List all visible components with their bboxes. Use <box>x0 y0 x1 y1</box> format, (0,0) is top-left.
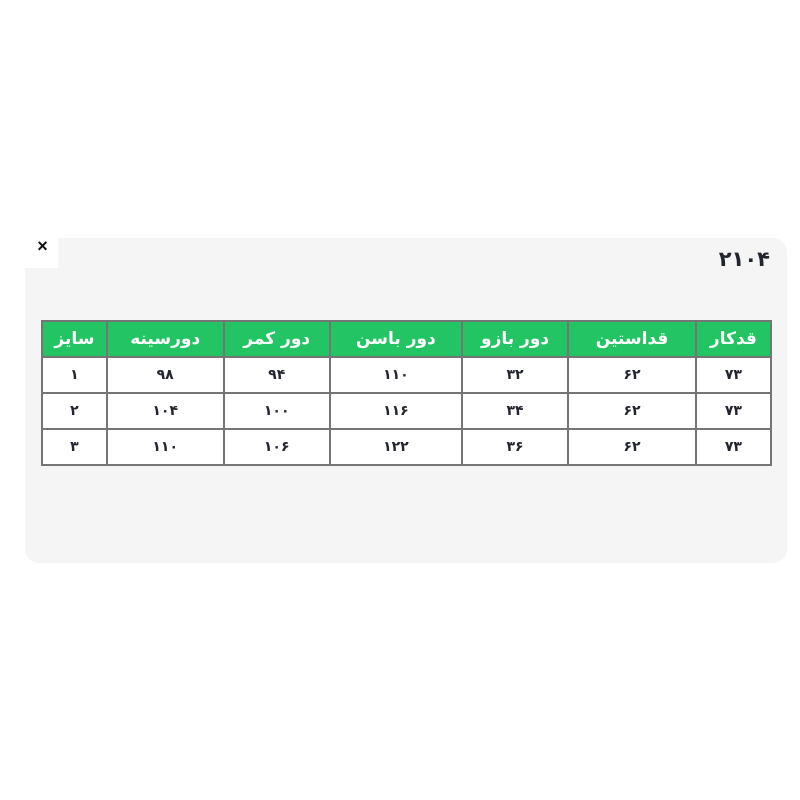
table-row: ۱ ۹۸ ۹۴ ۱۱۰ ۳۲ ۶۲ ۷۳ <box>41 356 773 394</box>
cell-chest: ۹۸ <box>105 356 225 394</box>
header-row: سایز دورسینه دور کمر دور باسن دور بازو ق… <box>41 320 773 358</box>
column-header-arm: دور بازو <box>460 320 570 358</box>
column-header-chest: دورسینه <box>105 320 225 358</box>
cell-chest: ۱۱۰ <box>105 428 225 466</box>
cell-arm: ۳۴ <box>460 392 570 430</box>
size-chart-table: سایز دورسینه دور کمر دور باسن دور بازو ق… <box>41 320 773 466</box>
cell-hip: ۱۲۲ <box>328 428 463 466</box>
cell-garment-length: ۷۳ <box>694 428 773 466</box>
cell-sleeve-length: ۶۲ <box>567 356 697 394</box>
cell-size: ۲ <box>41 392 108 430</box>
cell-sleeve-length: ۶۲ <box>567 428 697 466</box>
cell-waist: ۱۰۰ <box>222 392 331 430</box>
cell-hip: ۱۱۰ <box>328 356 463 394</box>
table-row: ۲ ۱۰۴ ۱۰۰ ۱۱۶ ۳۴ ۶۲ ۷۳ <box>41 392 773 430</box>
column-header-garment-length: قدکار <box>694 320 773 358</box>
cell-hip: ۱۱۶ <box>328 392 463 430</box>
cell-waist: ۹۴ <box>222 356 331 394</box>
cell-size: ۱ <box>41 356 108 394</box>
column-header-hip: دور باسن <box>328 320 463 358</box>
product-code: ۲۱۰۴ <box>718 247 770 271</box>
cell-garment-length: ۷۳ <box>694 392 773 430</box>
cell-sleeve-length: ۶۲ <box>567 392 697 430</box>
cell-waist: ۱۰۶ <box>222 428 331 466</box>
column-header-sleeve-length: قداستین <box>567 320 697 358</box>
column-header-size: سایز <box>41 320 108 358</box>
column-header-waist: دور کمر <box>222 320 331 358</box>
table-row: ۳ ۱۱۰ ۱۰۶ ۱۲۲ ۳۶ ۶۲ ۷۳ <box>41 428 773 466</box>
cell-size: ۳ <box>41 428 108 466</box>
close-icon: × <box>37 236 48 256</box>
cell-arm: ۳۶ <box>460 428 570 466</box>
cell-arm: ۳۲ <box>460 356 570 394</box>
cell-garment-length: ۷۳ <box>694 356 773 394</box>
close-button[interactable]: × <box>25 236 58 268</box>
cell-chest: ۱۰۴ <box>105 392 225 430</box>
